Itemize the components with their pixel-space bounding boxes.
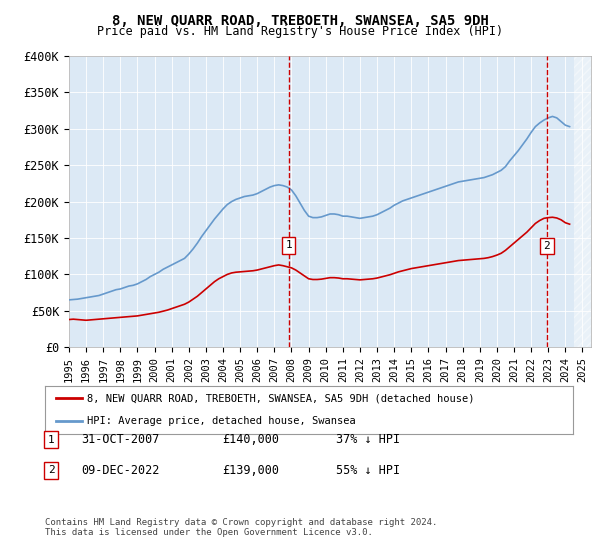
Text: 2: 2 — [544, 241, 550, 251]
Text: 8, NEW QUARR ROAD, TREBOETH, SWANSEA, SA5 9DH (detached house): 8, NEW QUARR ROAD, TREBOETH, SWANSEA, SA… — [87, 393, 475, 403]
Text: 1: 1 — [47, 435, 55, 445]
Text: Contains HM Land Registry data © Crown copyright and database right 2024.
This d: Contains HM Land Registry data © Crown c… — [45, 518, 437, 538]
Text: 55% ↓ HPI: 55% ↓ HPI — [336, 464, 400, 477]
Text: 31-OCT-2007: 31-OCT-2007 — [81, 433, 160, 446]
Text: 09-DEC-2022: 09-DEC-2022 — [81, 464, 160, 477]
Text: 8, NEW QUARR ROAD, TREBOETH, SWANSEA, SA5 9DH: 8, NEW QUARR ROAD, TREBOETH, SWANSEA, SA… — [112, 14, 488, 28]
Text: 1: 1 — [285, 240, 292, 250]
Text: £139,000: £139,000 — [222, 464, 279, 477]
Text: 37% ↓ HPI: 37% ↓ HPI — [336, 433, 400, 446]
Text: 2: 2 — [47, 465, 55, 475]
Text: Price paid vs. HM Land Registry's House Price Index (HPI): Price paid vs. HM Land Registry's House … — [97, 25, 503, 38]
Text: HPI: Average price, detached house, Swansea: HPI: Average price, detached house, Swan… — [87, 416, 356, 426]
Text: £140,000: £140,000 — [222, 433, 279, 446]
